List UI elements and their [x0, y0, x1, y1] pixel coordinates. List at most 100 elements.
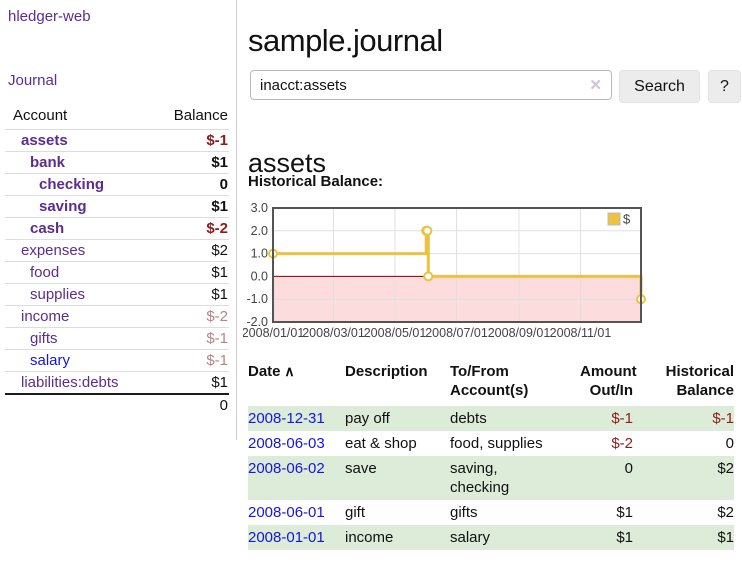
- register-table: Date ∧ Description To/From Account(s) Amoun…: [248, 362, 734, 550]
- account-balance: $1: [148, 283, 229, 306]
- account-cell: assets: [5, 129, 149, 152]
- register-balance-cell: $1: [717, 529, 734, 546]
- register-description-cell: gift: [345, 504, 366, 521]
- chart-x-tick-label: 2008/05/01: [364, 326, 427, 340]
- account-balance: $-2: [148, 217, 229, 240]
- account-balance: $1: [148, 195, 229, 218]
- account-heading: assets: [248, 148, 327, 179]
- clear-search-icon[interactable]: ✕: [589, 77, 602, 94]
- account-link-salary[interactable]: salary: [30, 352, 71, 369]
- account-cell: salary: [5, 349, 149, 372]
- register-row: 2008-06-03 eat & shop food, supplies $-2 0: [248, 431, 734, 456]
- accounts-header-balance: Balance: [173, 107, 228, 124]
- accounts-total-row: 0: [5, 393, 229, 416]
- chart-y-tick-label: 1.0: [251, 247, 268, 261]
- accounts-total-spacer: [5, 393, 149, 416]
- account-cell: liabilities:debts: [5, 371, 149, 394]
- register-header-to-from-account-s-: To/From Account(s): [450, 362, 580, 406]
- account-balance: $-1: [148, 129, 229, 152]
- chart-heading: Historical Balance:: [248, 173, 384, 190]
- search-input-wrap: ✕: [250, 70, 612, 100]
- register-row: 2008-12-31 pay off debts $-1 $-1: [248, 406, 734, 431]
- register-description-cell: save: [345, 460, 377, 477]
- transaction-date-link[interactable]: 2008-12-31: [248, 410, 325, 427]
- account-link-cash[interactable]: cash: [30, 220, 65, 237]
- account-link-expenses[interactable]: expenses: [21, 242, 86, 259]
- register-date-cell: 2008-06-01: [248, 500, 345, 525]
- account-row: checking 0: [5, 173, 229, 196]
- register-row: 2008-06-02 save saving, checking 0 $2: [248, 456, 734, 500]
- transaction-date-link[interactable]: 2008-01-01: [248, 529, 325, 546]
- account-link-assets[interactable]: assets: [21, 132, 68, 149]
- chart-y-tick-label: 3.0: [251, 202, 268, 215]
- chart-legend-label[interactable]: $: [623, 212, 631, 227]
- help-button[interactable]: ?: [708, 70, 741, 103]
- register-accounts-cell: food, supplies: [450, 435, 543, 452]
- chart-canvas[interactable]: 3.0 2.0 1.0 0.0 -1.0 -2.02008/01/012008/03/01…: [242, 201, 742, 344]
- chart-y-tick-label: -2.0: [246, 315, 268, 329]
- account-row: salary $-1: [5, 349, 229, 372]
- account-cell: expenses: [5, 239, 149, 262]
- account-balance: 0: [148, 173, 229, 196]
- register-balance-cell: $2: [717, 460, 734, 477]
- account-balance: $-1: [148, 349, 229, 372]
- page-title: sample.journal: [248, 22, 443, 58]
- main-content: sample.journal ✕ Search ? assets Histori…: [242, 0, 742, 582]
- account-link-liabilities:debts[interactable]: liabilities:debts: [21, 374, 119, 391]
- account-row: supplies $1: [5, 283, 229, 306]
- account-row: cash $-2: [5, 217, 229, 240]
- search-button[interactable]: Search: [619, 70, 700, 103]
- app-brand-link[interactable]: hledger-web: [8, 8, 91, 25]
- sidebar-item-journal[interactable]: Journal: [8, 72, 58, 89]
- register-description-cell: eat & shop: [345, 435, 417, 452]
- chart-data-point: [423, 271, 434, 282]
- register-description-cell: pay off: [345, 410, 390, 427]
- register-date-cell: 2008-12-31: [248, 406, 345, 431]
- account-cell: cash: [5, 217, 149, 240]
- account-link-supplies[interactable]: supplies: [30, 286, 86, 303]
- account-row: bank $1: [5, 151, 229, 174]
- chart-x-tick-label: 2008/11/01: [550, 326, 612, 340]
- account-link-bank[interactable]: bank: [30, 154, 66, 171]
- transaction-date-link[interactable]: 2008-06-02: [248, 460, 325, 477]
- transaction-date-link[interactable]: 2008-06-03: [248, 435, 325, 452]
- chart-x-tick-label: 2008/01/01: [243, 326, 304, 340]
- register-header-amount-out-in: Amount Out/In: [580, 362, 637, 406]
- register-amount-cell: $-2: [611, 435, 633, 452]
- accounts-header-row: Account Balance: [5, 104, 229, 130]
- chart-x-tick-label: 2008/09/01: [488, 326, 551, 340]
- register-header-row: Date ∧ Description To/From Account(s) Amoun…: [248, 362, 734, 406]
- account-row: assets $-1: [5, 129, 229, 152]
- account-link-saving[interactable]: saving: [39, 198, 87, 215]
- account-link-food[interactable]: food: [30, 264, 60, 281]
- account-link-checking[interactable]: checking: [39, 176, 105, 193]
- account-link-income[interactable]: income: [21, 308, 70, 325]
- register-header-label: Description: [345, 363, 428, 380]
- accounts-total-balance: 0: [148, 393, 229, 416]
- account-cell: gifts: [5, 327, 149, 350]
- register-accounts-cell: gifts: [450, 504, 478, 521]
- account-cell: saving: [5, 195, 149, 218]
- sidebar: hledger-web Journal Account Balance asse…: [0, 0, 237, 440]
- register-balance-cell: 0: [725, 435, 734, 452]
- account-row: expenses $2: [5, 239, 229, 262]
- account-balance: $-2: [148, 305, 229, 328]
- account-cell: checking: [5, 173, 149, 196]
- chart-x-tick-label: 2008/07/01: [425, 326, 488, 340]
- account-row: food $1: [5, 261, 229, 284]
- chart-y-tick-label: 2.0: [251, 224, 268, 238]
- register-balance-cell: $2: [717, 504, 734, 521]
- register-amount-cell: $1: [616, 529, 633, 546]
- historical-balance-chart[interactable]: 3.0 2.0 1.0 0.0 -1.0 -2.0 2008/01/01 2008/03/01…: [242, 201, 742, 344]
- account-row: income $-2: [5, 305, 229, 328]
- register-header-date[interactable]: Date ∧: [248, 362, 345, 406]
- chart-legend-swatch[interactable]: [607, 212, 621, 226]
- search-input[interactable]: [250, 70, 612, 100]
- register-accounts-cell: salary: [450, 529, 491, 546]
- register-amount-cell: $-1: [611, 410, 633, 427]
- transaction-date-link[interactable]: 2008-06-01: [248, 504, 325, 521]
- register-row: 2008-06-01 gift gifts $1 $2: [248, 500, 734, 525]
- register-header-label: Historical Balance: [665, 363, 734, 399]
- register-balance-cell: $-1: [712, 410, 734, 427]
- account-link-gifts[interactable]: gifts: [30, 330, 58, 347]
